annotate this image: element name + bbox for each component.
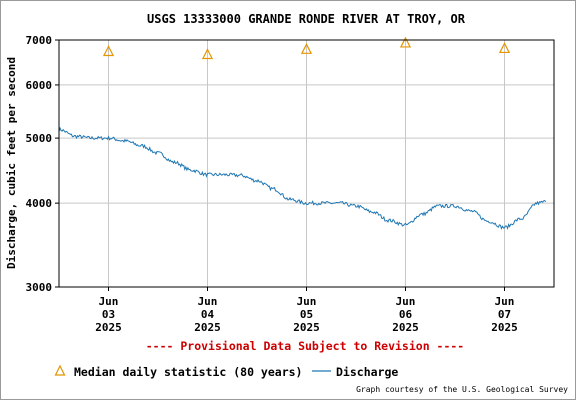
y-axis-label: Discharge, cubic feet per second xyxy=(5,57,18,269)
median-marker xyxy=(399,36,412,48)
discharge-line xyxy=(58,126,547,230)
median-marker xyxy=(498,42,511,54)
y-tick-label: 4000 xyxy=(26,197,53,210)
y-tick-label: 5000 xyxy=(26,132,53,145)
median-marker xyxy=(201,48,214,60)
legend-discharge-label: Discharge xyxy=(336,365,398,379)
x-tick-label: Jun 06 2025 xyxy=(392,295,419,334)
credit-text: Graph courtesy of the U.S. Geological Su… xyxy=(356,385,568,394)
legend-median-triangle-icon xyxy=(54,364,66,376)
legend: Median daily statistic (80 years) Discha… xyxy=(54,364,398,379)
y-axis-ticks: 7000 6000 5000 4000 3000 xyxy=(26,34,59,294)
legend-median-label: Median daily statistic (80 years) xyxy=(74,365,302,379)
chart-title: USGS 13333000 GRANDE RONDE RIVER AT TROY… xyxy=(147,12,466,26)
x-tick-label: Jun 03 2025 xyxy=(95,295,122,334)
y-tick-label: 3000 xyxy=(26,281,53,294)
x-tick-label: Jun 05 2025 xyxy=(293,295,320,334)
median-marker xyxy=(300,42,313,54)
x-tick-label: Jun 07 2025 xyxy=(491,295,518,334)
y-tick-label: 6000 xyxy=(26,79,53,92)
y-tick-label: 7000 xyxy=(26,34,53,47)
plot-series xyxy=(58,36,547,230)
provisional-notice: ---- Provisional Data Subject to Revisio… xyxy=(146,339,465,353)
median-marker xyxy=(102,45,115,57)
x-axis-ticks: Jun 03 2025 Jun 04 2025 Jun 05 2025 Jun 06 2025 Jun 0… xyxy=(95,287,518,334)
x-tick-label: Jun 04 2025 xyxy=(194,295,221,334)
